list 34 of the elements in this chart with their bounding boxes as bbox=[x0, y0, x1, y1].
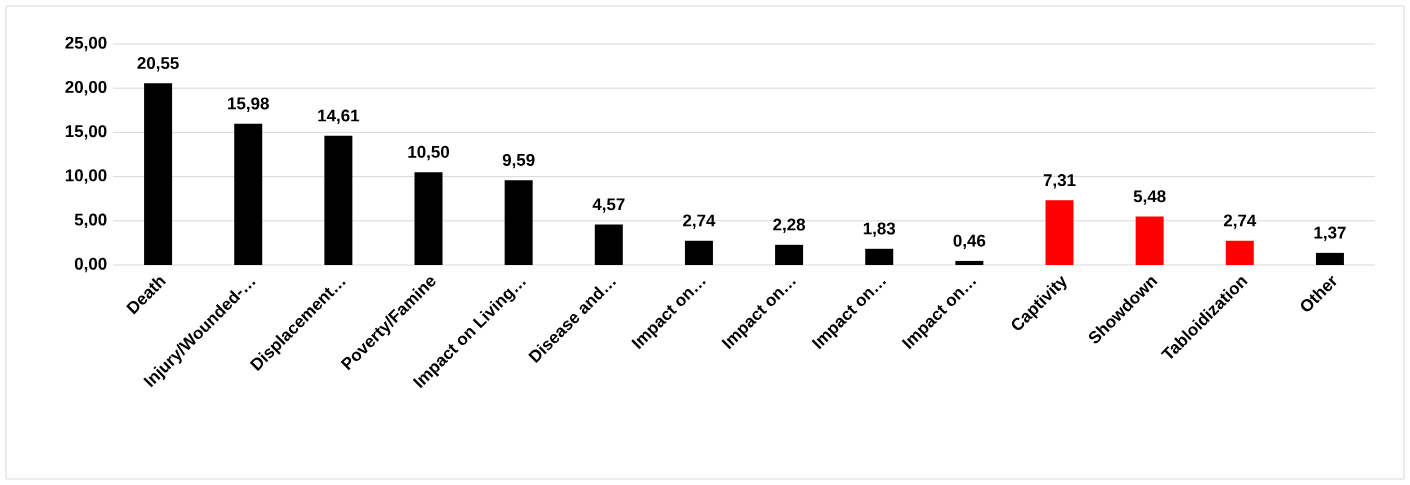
bar bbox=[775, 244, 804, 265]
y-tick-label: 5,00 bbox=[74, 213, 107, 229]
data-label: 2,28 bbox=[773, 218, 806, 233]
data-label: 2,74 bbox=[683, 214, 716, 229]
bar bbox=[1045, 200, 1074, 265]
data-label: 2,74 bbox=[1223, 214, 1257, 229]
y-tick-label: 10,00 bbox=[65, 169, 107, 184]
data-label: 14,61 bbox=[318, 109, 360, 124]
y-tick-label: 15,00 bbox=[65, 125, 107, 140]
bar bbox=[955, 260, 984, 265]
data-label: 9,59 bbox=[502, 153, 535, 169]
bar bbox=[684, 240, 713, 265]
bar bbox=[324, 135, 353, 265]
data-label: 1,83 bbox=[863, 222, 896, 237]
data-label: 4,57 bbox=[592, 198, 625, 213]
data-label: 0,46 bbox=[953, 234, 986, 250]
y-tick-label: 25,00 bbox=[65, 36, 107, 52]
bar bbox=[414, 172, 443, 265]
data-label: 20,55 bbox=[137, 57, 179, 72]
bar bbox=[144, 83, 173, 265]
data-label: 15,98 bbox=[228, 97, 269, 112]
bar bbox=[1135, 216, 1164, 265]
bar bbox=[865, 248, 894, 265]
y-tick-label: 20,00 bbox=[65, 80, 107, 96]
bar bbox=[1315, 252, 1344, 265]
data-label: 10,50 bbox=[408, 145, 449, 161]
data-label: 1,37 bbox=[1314, 226, 1346, 242]
bar bbox=[234, 123, 263, 265]
data-label: 7,31 bbox=[1043, 174, 1076, 189]
bar bbox=[594, 224, 623, 265]
data-label: 5,48 bbox=[1133, 190, 1166, 205]
bar bbox=[504, 180, 533, 265]
y-tick-label: 0,00 bbox=[74, 257, 107, 273]
bar bbox=[1225, 240, 1254, 265]
